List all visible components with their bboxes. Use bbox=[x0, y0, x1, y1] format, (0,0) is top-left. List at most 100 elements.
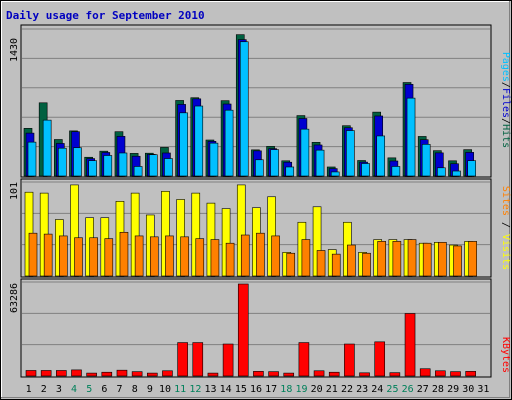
x-tick-label: 26 bbox=[402, 384, 414, 395]
bar-kbytes-day-26 bbox=[404, 313, 416, 377]
x-tick-label: 17 bbox=[265, 384, 277, 395]
middle-panel-legend: Sites / Visits bbox=[500, 186, 511, 270]
legend-pages: Pages bbox=[500, 52, 511, 82]
x-tick-label: 22 bbox=[341, 384, 353, 395]
legend-sep-1: / bbox=[500, 82, 511, 88]
bar-kbytes-day-22 bbox=[344, 343, 355, 377]
legend-sites: Sites bbox=[500, 186, 511, 216]
x-tick-label: 1 bbox=[26, 384, 32, 395]
bottom-panel-plot bbox=[20, 278, 492, 378]
x-tick-label: 10 bbox=[159, 384, 171, 395]
legend-top: Pages/Files/Hits bbox=[500, 52, 511, 148]
legend-sep-3: / bbox=[500, 216, 511, 234]
x-tick-label: 29 bbox=[447, 384, 459, 395]
bar-sites-day-19 bbox=[301, 239, 311, 277]
legend-middle: Sites / Visits bbox=[500, 186, 511, 270]
bar-sites-day-7 bbox=[119, 231, 129, 277]
bar-kbytes-day-15 bbox=[237, 283, 249, 377]
bar-pages-day-15 bbox=[239, 41, 249, 177]
bar-sites-day-10 bbox=[165, 235, 174, 277]
x-tick-label: 4 bbox=[71, 384, 77, 395]
x-tick-label: 24 bbox=[371, 384, 383, 395]
bar-pages-day-13 bbox=[209, 142, 219, 177]
top-panel-ytick: 1430 bbox=[9, 38, 20, 62]
bar-pages-day-17 bbox=[270, 149, 279, 177]
bar-kbytes-day-17 bbox=[268, 371, 279, 377]
bar-pages-day-27 bbox=[421, 144, 431, 177]
bar-kbytes-day-18 bbox=[283, 372, 295, 377]
bar-pages-day-28 bbox=[437, 167, 446, 177]
x-tick-label: 7 bbox=[117, 384, 123, 395]
chart-title: Daily usage for September 2010 bbox=[6, 9, 205, 22]
x-tick-label: 18 bbox=[280, 384, 292, 395]
x-tick-label: 19 bbox=[295, 384, 307, 395]
bar-sites-day-28 bbox=[438, 241, 447, 277]
bar-kbytes-day-20 bbox=[313, 370, 325, 377]
bar-kbytes-day-5 bbox=[86, 372, 97, 377]
bottom-panel-ytick: 63286 bbox=[9, 283, 20, 313]
bar-sites-day-6 bbox=[104, 238, 114, 277]
bar-sites-day-16 bbox=[256, 232, 265, 277]
bar-pages-day-4 bbox=[73, 147, 82, 177]
bar-kbytes-day-10 bbox=[162, 370, 173, 377]
bar-kbytes-day-19 bbox=[298, 342, 310, 377]
bar-kbytes-day-29 bbox=[450, 371, 461, 377]
bar-sites-day-15 bbox=[240, 234, 250, 277]
bar-kbytes-day-24 bbox=[374, 341, 386, 377]
bar-pages-day-6 bbox=[103, 155, 113, 177]
legend-visits: Visits bbox=[500, 234, 511, 270]
x-tick-label: 12 bbox=[189, 384, 201, 395]
bar-pages-day-29 bbox=[452, 170, 461, 177]
bar-kbytes-day-8 bbox=[131, 371, 143, 377]
bar-kbytes-day-3 bbox=[56, 370, 67, 377]
legend-hits: Hits bbox=[500, 124, 511, 148]
bar-pages-day-7 bbox=[118, 152, 128, 177]
bar-sites-day-5 bbox=[89, 237, 98, 277]
bar-sites-day-11 bbox=[180, 236, 189, 277]
bar-kbytes-day-16 bbox=[253, 371, 264, 377]
bar-kbytes-day-1 bbox=[25, 370, 37, 377]
bar-pages-day-12 bbox=[194, 105, 204, 177]
bar-pages-day-16 bbox=[255, 159, 264, 177]
bar-sites-day-3 bbox=[59, 235, 68, 277]
bar-pages-day-22 bbox=[346, 130, 355, 177]
bar-pages-day-5 bbox=[88, 160, 97, 177]
bar-kbytes-day-11 bbox=[177, 342, 188, 377]
bar-pages-day-24 bbox=[376, 135, 386, 177]
bar-sites-day-22 bbox=[347, 244, 356, 277]
x-tick-label: 23 bbox=[356, 384, 368, 395]
x-tick-label: 2 bbox=[41, 384, 47, 395]
top-panel-legend: Pages/Files/Hits bbox=[500, 52, 511, 148]
x-tick-label: 21 bbox=[326, 384, 338, 395]
x-tick-label: 14 bbox=[220, 384, 232, 395]
x-tick-label: 16 bbox=[250, 384, 262, 395]
bar-pages-day-25 bbox=[391, 166, 401, 177]
bar-pages-day-14 bbox=[224, 109, 234, 177]
bar-kbytes-day-23 bbox=[359, 372, 370, 377]
bar-sites-day-21 bbox=[331, 253, 341, 277]
bar-kbytes-day-2 bbox=[40, 370, 52, 377]
bar-kbytes-day-12 bbox=[192, 342, 204, 377]
bar-sites-day-26 bbox=[407, 239, 417, 277]
x-tick-label: 11 bbox=[174, 384, 186, 395]
x-tick-label: 20 bbox=[311, 384, 323, 395]
bar-sites-day-27 bbox=[422, 242, 432, 277]
bar-sites-day-1 bbox=[28, 232, 38, 277]
bar-pages-day-20 bbox=[315, 149, 325, 177]
bar-pages-day-26 bbox=[406, 97, 416, 177]
bar-sites-day-12 bbox=[195, 238, 205, 277]
bar-pages-day-10 bbox=[164, 158, 173, 177]
legend-files: Files bbox=[500, 88, 511, 118]
bar-kbytes-day-14 bbox=[222, 343, 234, 377]
bar-sites-day-24 bbox=[377, 241, 387, 277]
bar-sites-day-20 bbox=[316, 250, 326, 277]
x-tick-label: 28 bbox=[432, 384, 444, 395]
bar-sites-day-14 bbox=[225, 242, 235, 277]
bar-pages-day-8 bbox=[133, 166, 143, 177]
x-axis-labels: 1 2 3 4 5 6 7 8 9 10 11 12 13 14 15 16 17 18 19 20 21 22 23 24 2… bbox=[26, 384, 490, 395]
bar-kbytes-day-9 bbox=[146, 372, 158, 377]
legend-sep-2: / bbox=[500, 118, 511, 124]
bar-pages-day-21 bbox=[330, 171, 340, 177]
middle-panel: 101 Sites / Visits bbox=[9, 178, 511, 278]
